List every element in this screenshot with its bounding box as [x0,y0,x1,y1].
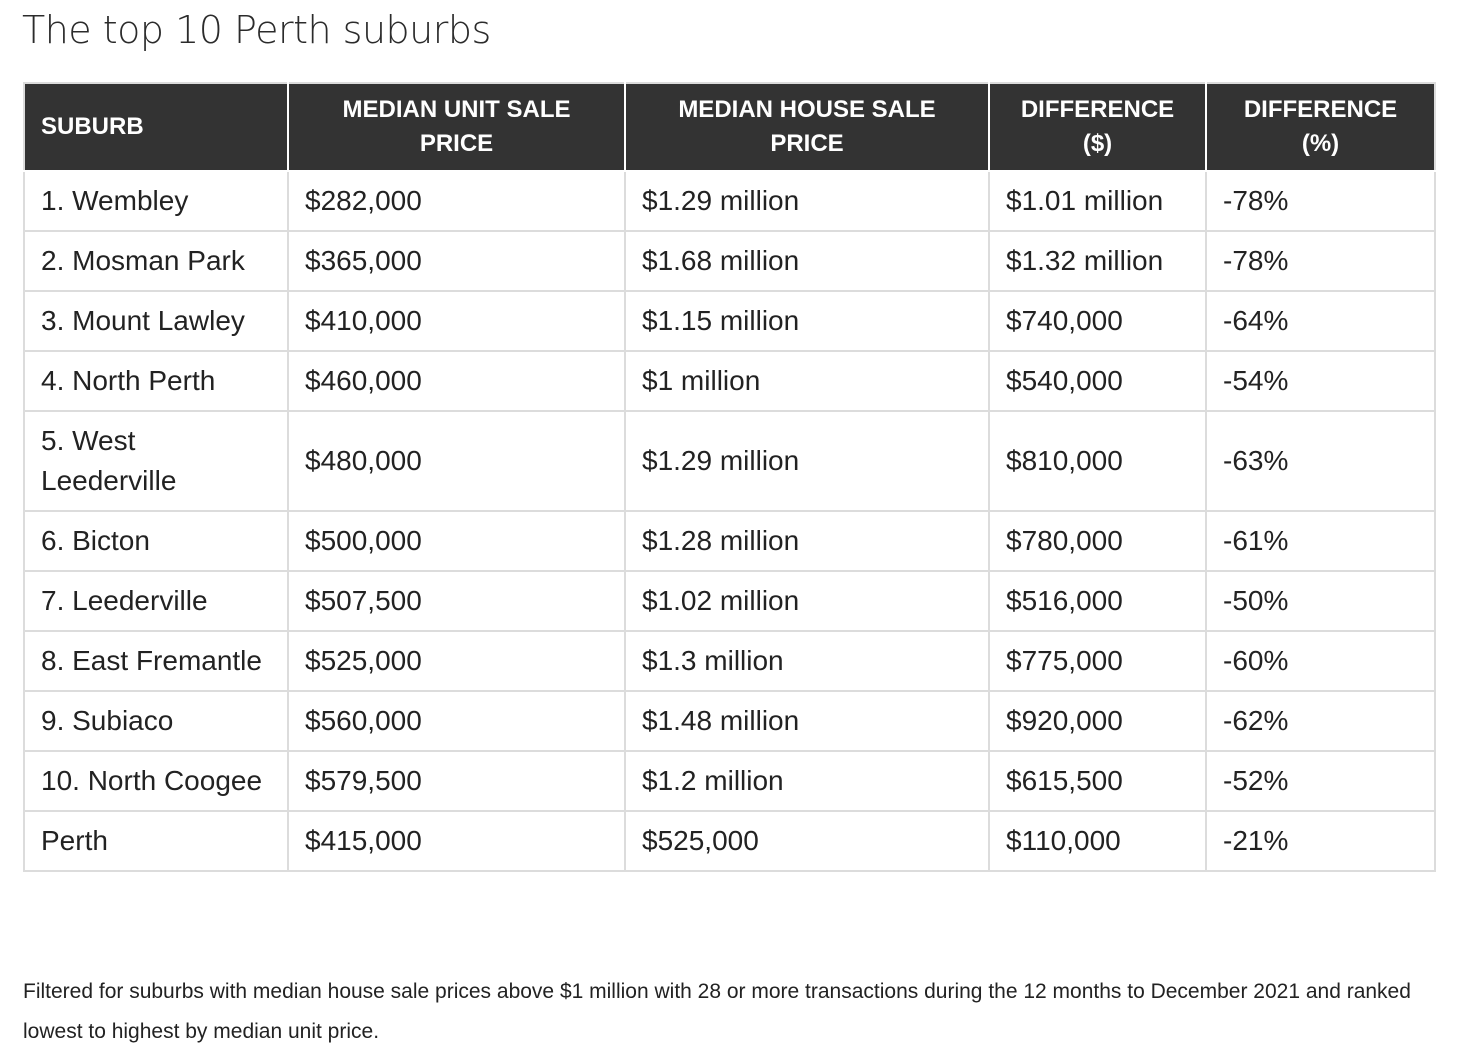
cell-difference-dollars: $110,000 [988,810,1207,872]
cell-suburb: 10. North Coogee [23,750,289,812]
cell-unit-price: $579,500 [287,750,626,812]
cell-difference-percent: -50% [1205,570,1436,632]
cell-suburb: 9. Subiaco [23,690,289,752]
cell-difference-dollars: $780,000 [988,510,1207,572]
cell-unit-price: $415,000 [287,810,626,872]
cell-difference-percent: -63% [1205,410,1436,512]
cell-house-price: $1.15 million [624,290,990,352]
table-row: 1. Wembley $282,000 $1.29 million $1.01 … [23,170,1436,232]
column-header-difference-percent: DIFFERENCE (%) [1205,82,1436,172]
cell-house-price: $1.02 million [624,570,990,632]
table-row: 6. Bicton $500,000 $1.28 million $780,00… [23,510,1436,572]
cell-suburb: 6. Bicton [23,510,289,572]
cell-difference-dollars: $920,000 [988,690,1207,752]
cell-suburb: 1. Wembley [23,170,289,232]
cell-house-price: $1.68 million [624,230,990,292]
cell-unit-price: $365,000 [287,230,626,292]
table-row: 4. North Perth $460,000 $1 million $540,… [23,350,1436,412]
cell-difference-dollars: $540,000 [988,350,1207,412]
column-header-median-unit-sale-price: MEDIAN UNIT SALE PRICE [287,82,626,172]
table-row: 7. Leederville $507,500 $1.02 million $5… [23,570,1436,632]
cell-difference-dollars: $1.01 million [988,170,1207,232]
cell-unit-price: $460,000 [287,350,626,412]
cell-difference-percent: -78% [1205,230,1436,292]
cell-unit-price: $410,000 [287,290,626,352]
cell-house-price: $1.48 million [624,690,990,752]
cell-difference-percent: -52% [1205,750,1436,812]
cell-difference-percent: -78% [1205,170,1436,232]
cell-house-price: $1.29 million [624,170,990,232]
table-header-row: SUBURB MEDIAN UNIT SALE PRICE MEDIAN HOU… [23,82,1436,172]
cell-difference-dollars: $1.32 million [988,230,1207,292]
cell-difference-percent: -60% [1205,630,1436,692]
cell-unit-price: $500,000 [287,510,626,572]
cell-house-price: $525,000 [624,810,990,872]
column-header-suburb: SUBURB [23,82,289,172]
cell-suburb: 7. Leederville [23,570,289,632]
footnote: Filtered for suburbs with median house s… [23,980,1411,1043]
cell-unit-price: $282,000 [287,170,626,232]
cell-unit-price: $560,000 [287,690,626,752]
table-row: 5. West Leederville $480,000 $1.29 milli… [23,410,1436,512]
suburbs-table: SUBURB MEDIAN UNIT SALE PRICE MEDIAN HOU… [23,82,1436,872]
cell-suburb: 4. North Perth [23,350,289,412]
cell-difference-percent: -21% [1205,810,1436,872]
cell-suburb: Perth [23,810,289,872]
cell-difference-dollars: $615,500 [988,750,1207,812]
cell-difference-percent: -64% [1205,290,1436,352]
cell-difference-percent: -62% [1205,690,1436,752]
cell-house-price: $1.29 million [624,410,990,512]
cell-difference-dollars: $740,000 [988,290,1207,352]
cell-difference-dollars: $516,000 [988,570,1207,632]
cell-unit-price: $525,000 [287,630,626,692]
column-header-median-house-sale-price: MEDIAN HOUSE SALE PRICE [624,82,990,172]
cell-house-price: $1 million [624,350,990,412]
cell-suburb: 5. West Leederville [23,410,289,512]
cell-house-price: $1.2 million [624,750,990,812]
table-row: 3. Mount Lawley $410,000 $1.15 million $… [23,290,1436,352]
table-row: 9. Subiaco $560,000 $1.48 million $920,0… [23,690,1436,752]
cell-suburb: 8. East Fremantle [23,630,289,692]
cell-house-price: $1.3 million [624,630,990,692]
table-row: 10. North Coogee $579,500 $1.2 million $… [23,750,1436,812]
cell-unit-price: $480,000 [287,410,626,512]
table-row: Perth $415,000 $525,000 $110,000 -21% [23,810,1436,872]
cell-suburb: 2. Mosman Park [23,230,289,292]
cell-difference-dollars: $810,000 [988,410,1207,512]
cell-difference-percent: -54% [1205,350,1436,412]
page-title: The top 10 Perth suburbs [22,8,491,52]
cell-unit-price: $507,500 [287,570,626,632]
cell-suburb: 3. Mount Lawley [23,290,289,352]
table-row: 8. East Fremantle $525,000 $1.3 million … [23,630,1436,692]
table-row: 2. Mosman Park $365,000 $1.68 million $1… [23,230,1436,292]
cell-house-price: $1.28 million [624,510,990,572]
cell-difference-percent: -61% [1205,510,1436,572]
cell-difference-dollars: $775,000 [988,630,1207,692]
column-header-difference-dollars: DIFFERENCE ($) [988,82,1207,172]
